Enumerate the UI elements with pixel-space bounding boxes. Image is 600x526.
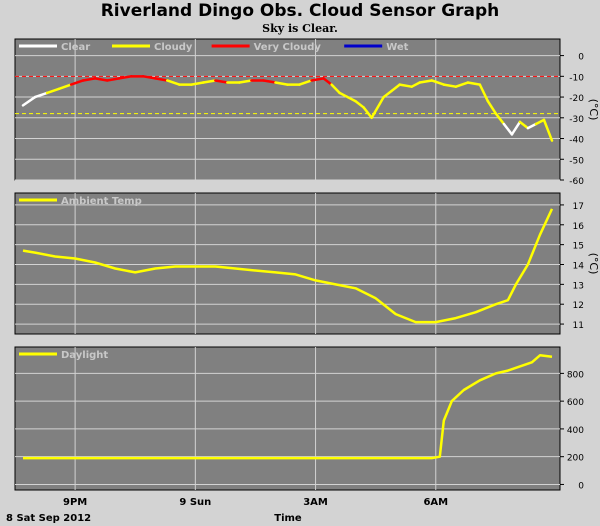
legend-label: Wet <box>386 42 408 53</box>
daylight-y-tick-label: 200 <box>567 454 584 464</box>
ambient-y-tick-label: 12 <box>573 301 584 311</box>
data-segment <box>410 81 421 88</box>
data-segment <box>338 91 349 99</box>
data-segment <box>534 118 546 126</box>
data-segment <box>117 75 133 80</box>
data-segment <box>362 106 373 120</box>
data-segment <box>262 79 277 84</box>
ambient-y-tick-label: 15 <box>573 242 584 252</box>
daylight-y-tick-label: 600 <box>567 398 584 408</box>
data-segment <box>398 83 413 88</box>
data-segment <box>45 87 61 95</box>
data-segment <box>478 83 490 103</box>
ambient-y-tick-label: 13 <box>573 281 584 291</box>
cloud-y-tick-label: -40 <box>569 136 584 146</box>
legend-label: Clear <box>61 42 90 53</box>
data-segment <box>370 95 385 120</box>
daylight-y-tick-label: 800 <box>567 370 584 380</box>
daylight-y-tick-label: 400 <box>567 426 584 436</box>
data-segment <box>93 77 109 82</box>
x-axis-label: Time <box>274 513 302 524</box>
ambient-y-tick-label: 14 <box>573 261 585 271</box>
data-segment <box>330 83 341 95</box>
x-tick-label: 9PM <box>63 497 87 508</box>
data-segment <box>526 122 538 130</box>
data-segment <box>518 120 530 130</box>
legend-label: Ambient Temp <box>61 196 142 207</box>
daylight-plot-area <box>14 346 561 491</box>
cloud-y-tick-label: -20 <box>569 94 584 104</box>
x-tick-label: 3AM <box>303 497 328 508</box>
data-segment <box>57 83 73 91</box>
data-segment <box>354 99 365 109</box>
data-segment <box>190 81 205 86</box>
legend-label: Cloudy <box>154 42 193 53</box>
data-segment <box>202 79 217 84</box>
data-segment <box>442 83 458 88</box>
ambient-y-tick-label: 11 <box>573 321 584 331</box>
data-segment <box>494 112 506 126</box>
data-segment <box>382 89 393 99</box>
data-segment <box>274 81 289 86</box>
cloud-y-tick-label: -10 <box>569 73 584 83</box>
legend-label: Daylight <box>61 350 108 361</box>
data-segment <box>33 91 49 99</box>
data-segment <box>542 118 554 142</box>
ambient-y-axis-label: (°C) <box>587 253 600 275</box>
data-segment <box>69 79 85 86</box>
sky-status: Sky is Clear. <box>262 22 338 35</box>
data-segment <box>141 75 157 80</box>
data-segment <box>238 79 253 84</box>
data-segment <box>105 77 121 82</box>
data-segment <box>510 120 522 136</box>
data-segment <box>21 95 37 107</box>
x-tick-label: 6AM <box>423 497 448 508</box>
cloud-y-axis-label: (°C) <box>587 99 600 121</box>
cloud-y-tick-label: -50 <box>569 156 584 166</box>
data-segment <box>454 81 470 88</box>
cloud-y-tick-label: -60 <box>569 177 584 187</box>
data-segment <box>166 79 181 86</box>
ambient-y-tick-label: 16 <box>573 222 585 232</box>
page-title: Riverland Dingo Obs. Cloud Sensor Graph <box>100 1 500 21</box>
data-segment <box>502 122 514 136</box>
ambient-plot-area <box>14 192 561 335</box>
data-segment <box>154 77 169 82</box>
data-segment <box>418 79 434 84</box>
data-segment <box>322 77 333 86</box>
daylight-y-tick-label: 0 <box>578 481 584 491</box>
ambient-temp-line <box>22 208 554 324</box>
ambient-y-tick-label: 17 <box>573 202 584 212</box>
cloud-y-tick-label: -30 <box>569 115 584 125</box>
data-segment <box>430 79 446 86</box>
cloud-plot-area <box>14 38 561 181</box>
cloud-y-tick-label: 0 <box>578 53 584 63</box>
data-segment <box>214 79 229 84</box>
data-segment <box>310 77 325 82</box>
data-segment <box>486 99 498 115</box>
daylight-line <box>23 354 553 460</box>
data-segment <box>466 81 482 86</box>
data-segment <box>346 95 357 103</box>
x-date-label: 8 Sat Sep 2012 <box>6 513 91 524</box>
legend-label: Very Cloudy <box>254 42 322 53</box>
data-segment <box>298 79 313 86</box>
data-segment <box>81 77 97 82</box>
data-segment <box>390 83 401 93</box>
x-tick-label: 9 Sun <box>179 497 211 508</box>
